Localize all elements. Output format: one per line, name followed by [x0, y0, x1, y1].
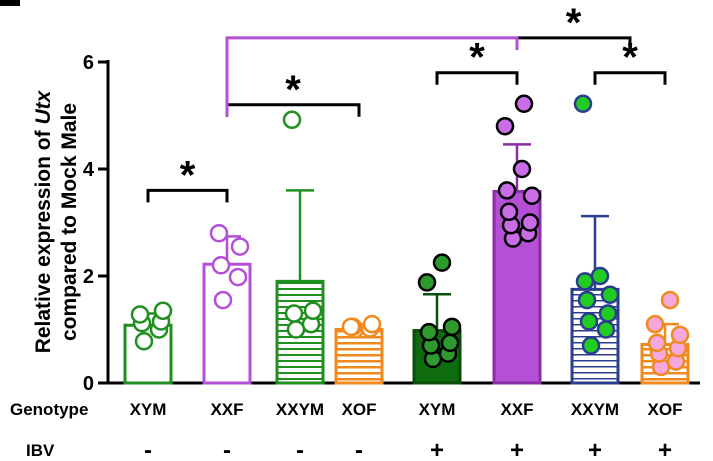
data-point [495, 116, 515, 136]
data-point [230, 237, 250, 256]
data-point [600, 285, 620, 304]
data-point [670, 325, 690, 345]
significance-star: * [180, 153, 196, 197]
ibv-row-label: IBV [26, 441, 55, 460]
genotype-label: XXF [210, 400, 243, 419]
bars-layer [123, 189, 690, 385]
significance-bracket [435, 71, 519, 85]
data-point [303, 301, 323, 321]
ibv-sign-label: - [355, 437, 363, 461]
data-point [577, 290, 597, 310]
ibv-sign-label: - [144, 437, 152, 461]
data-point [228, 267, 248, 287]
data-point [134, 332, 154, 351]
data-point [575, 272, 595, 291]
data-point [522, 186, 542, 205]
bar [334, 328, 384, 385]
svg-text:Relative expression of Utx: Relative expression of Utx [32, 89, 55, 353]
data-point [499, 202, 519, 222]
significance-star: * [285, 68, 301, 112]
data-point [419, 322, 439, 342]
genotype-row-label: Genotype [10, 400, 88, 419]
data-point [282, 110, 302, 130]
y-axis-title-gene: Utx [32, 89, 55, 124]
data-point [442, 317, 462, 337]
data-point [520, 213, 540, 232]
ibv-sign-label: - [296, 437, 304, 461]
data-point [209, 223, 229, 243]
ibv-sign-label: + [430, 437, 444, 461]
significance-bracket [146, 188, 229, 203]
y-tick-label: 4 [83, 159, 95, 181]
significance-star: * [469, 36, 485, 80]
data-point [211, 256, 231, 275]
y-tick-label: 2 [83, 266, 94, 288]
data-point [286, 320, 306, 339]
significance-star: * [566, 1, 582, 45]
data-point [579, 312, 599, 331]
y-axis-title-prefix: Relative expression of [32, 125, 55, 354]
y-tick-label: 6 [83, 52, 94, 74]
data-point [660, 290, 680, 310]
genotype-label: XXF [500, 400, 533, 419]
data-point [284, 304, 304, 323]
genotype-label: XOF [342, 400, 377, 419]
y-tick-label: 0 [83, 373, 94, 395]
data-point [596, 320, 616, 339]
genotype-label: XOF [648, 400, 683, 419]
data-point [417, 273, 437, 292]
ibv-sign-label: + [588, 437, 602, 461]
significance-layer: ****** [146, 1, 667, 203]
data-point [432, 253, 452, 272]
points-layer [130, 94, 690, 377]
corner-mark [0, 0, 20, 6]
data-point [645, 314, 665, 334]
y-axis-title-line2: compared to Mock Male [58, 103, 81, 341]
genotype-label: XYM [130, 400, 167, 419]
data-point [647, 333, 667, 353]
data-point [590, 266, 610, 286]
significance-star: * [622, 36, 638, 80]
category-labels: XYM - XXF - XXYM - XOF - XYM + XXF + XXYM + XOF + [130, 400, 683, 461]
genotype-label: XXYM [276, 400, 324, 419]
genotype-label: XYM [419, 400, 456, 419]
data-point [497, 181, 517, 200]
data-point [512, 159, 532, 179]
y-axis-title: Relative expression of Utx compared to M… [32, 89, 81, 353]
data-point [440, 333, 460, 353]
significance-bracket [593, 71, 667, 85]
data-point [362, 314, 382, 334]
ibv-sign-label: - [223, 437, 231, 461]
ibv-sign-label: + [658, 437, 672, 461]
data-point [213, 290, 233, 310]
data-point [573, 94, 593, 113]
data-point [514, 94, 534, 113]
data-point [341, 317, 361, 337]
genotype-label: XXYM [571, 400, 619, 419]
data-point [581, 336, 601, 355]
significance-bracket [225, 36, 519, 117]
data-point [130, 305, 150, 324]
ibv-sign-label: + [510, 437, 524, 461]
data-point [153, 301, 173, 321]
data-point [598, 304, 618, 323]
